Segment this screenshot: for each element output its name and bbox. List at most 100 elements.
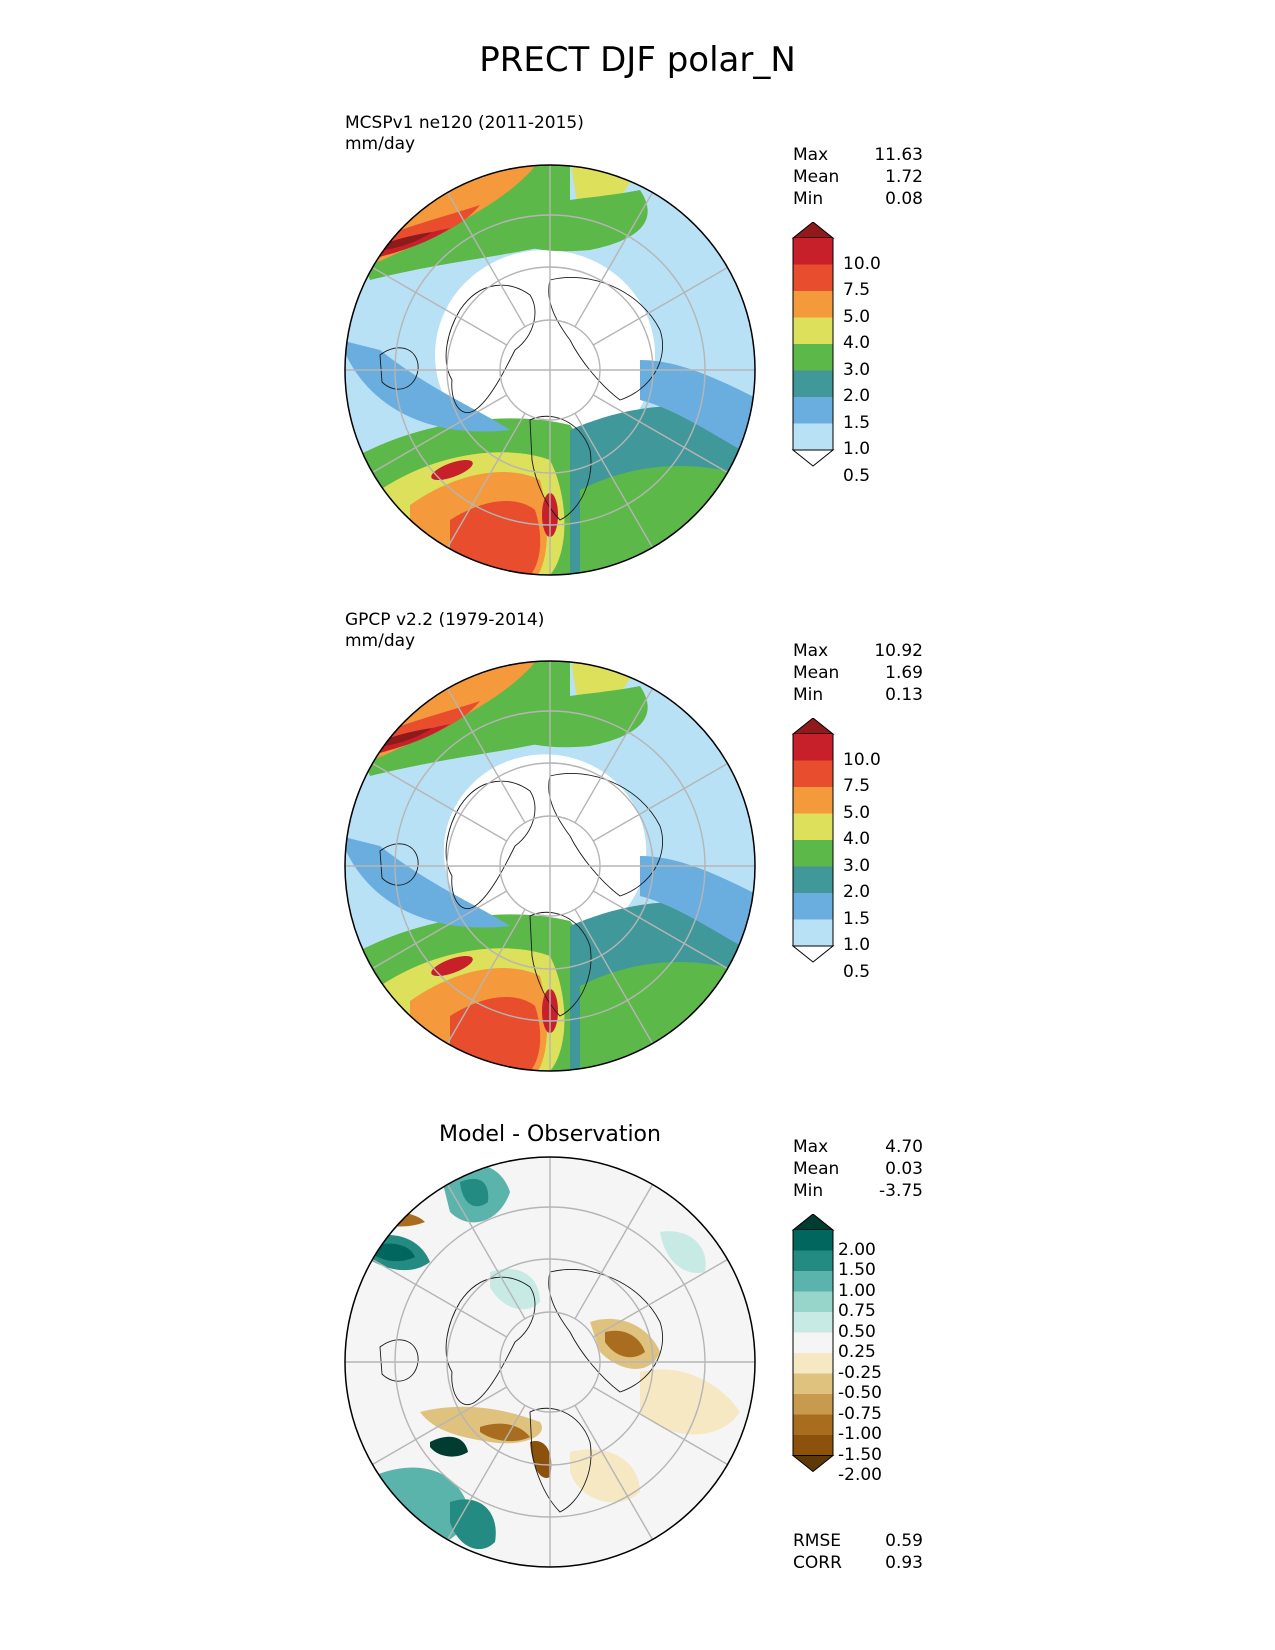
coastline: [529, 415, 592, 521]
panel-3-title: Model - Observation: [439, 1122, 661, 1147]
panel-1-subtitle: MCSPv1 ne120 (2011-2015) mm/day: [345, 113, 584, 155]
meridian-line: [446, 192, 526, 328]
precip-region: [380, 232, 432, 250]
coastline: [445, 780, 536, 909]
stat-min: Min 0.13: [793, 685, 923, 705]
map-boundary: [344, 660, 756, 1072]
precip-region: [480, 686, 648, 748]
precip-region: [605, 1330, 645, 1358]
meridian-line: [446, 688, 526, 824]
panel-3-stats: Max 4.70 Mean 0.03 Min -3.75: [793, 1136, 923, 1202]
colorbar-segment: [793, 840, 833, 867]
meridian-line: [446, 412, 526, 548]
panel-2-title: GPCP v2.2 (1979-2014): [345, 610, 545, 630]
precip-region: [640, 1369, 740, 1435]
colorbar-segment: [793, 787, 833, 814]
colorbar-segment: [793, 1414, 833, 1435]
colorbar-segment: [793, 1271, 833, 1292]
colorbar-segment: [793, 1435, 833, 1456]
meridian-line: [592, 394, 728, 474]
colorbar-tick-label: 0.75: [838, 1301, 876, 1321]
colorbar-tick-label: 7.5: [843, 776, 871, 796]
colorbar-segment: [793, 370, 833, 397]
colorbar-segment: [793, 1291, 833, 1312]
meridian-line: [372, 394, 508, 474]
colorbar-segment: [793, 1250, 833, 1271]
figure-title: PRECT DJF polar_N: [479, 40, 796, 80]
colorbar-tick-label: 7.5: [843, 280, 871, 300]
colorbar-tick-label: -1.00: [838, 1424, 882, 1444]
colorbar-tick-label: 1.0: [843, 439, 871, 459]
colorbar-segment: [793, 238, 833, 265]
colorbar-segment: [793, 866, 833, 893]
colorbar-segment: [793, 734, 833, 761]
colorbar-segment: [793, 423, 833, 450]
meridian-line: [372, 762, 508, 842]
colorbar-tick-label: 4.0: [843, 829, 871, 849]
colorbar-segment: [793, 291, 833, 318]
precip-region: [370, 1243, 415, 1262]
colorbar-tick-label: 1.0: [843, 935, 871, 955]
meridian-line: [372, 1258, 508, 1338]
coastline: [445, 1276, 536, 1405]
precip-region: [380, 728, 432, 746]
meridian-line: [574, 1404, 654, 1540]
precip-region: [450, 1499, 496, 1550]
meridian-line: [592, 1258, 728, 1338]
colorbar-segment: [793, 1332, 833, 1353]
meridian-line: [446, 908, 526, 1044]
colorbar-segment: [793, 1373, 833, 1394]
polar-map-diff: [344, 1156, 756, 1568]
meridian-line: [592, 890, 728, 970]
precip-region: [431, 460, 473, 480]
colorbar-tick-label: 2.0: [843, 386, 871, 406]
colorbar-extend-top: [791, 222, 835, 239]
colorbar-extend-top: [791, 1214, 835, 1231]
precip-region: [443, 754, 647, 948]
metric-rmse: RMSE 0.59: [793, 1531, 923, 1551]
precip-region: [345, 340, 510, 432]
meridian-line: [574, 688, 654, 824]
colorbar-tick-label: -0.50: [838, 1383, 882, 1403]
colorbar-segment: [793, 813, 833, 840]
colorbar-tick-label: 4.0: [843, 333, 871, 353]
stat-mean: Mean 0.03: [793, 1159, 923, 1179]
precip-region: [345, 836, 510, 928]
meridian-line: [372, 266, 508, 346]
colorbar-extend-bottom: [791, 1455, 835, 1473]
colorbar-segment: [793, 317, 833, 344]
panel-1-units: mm/day: [345, 134, 416, 154]
colorbar-segment: [793, 1312, 833, 1333]
colorbar-tick-label: 1.5: [843, 412, 871, 433]
colorbar-segment: [793, 264, 833, 291]
stat-max: Max 4.70: [793, 1137, 923, 1157]
precip-region: [435, 250, 655, 460]
meridian-line: [574, 192, 654, 328]
colorbar-extend-bottom: [791, 449, 835, 467]
precip-region: [580, 466, 755, 575]
coastline: [548, 1269, 664, 1393]
colorbar-tick-label: 10.0: [843, 749, 881, 770]
precip-region: [430, 1436, 468, 1457]
precip-region: [660, 1231, 706, 1273]
panel-2-stats: Max 10.92 Mean 1.69 Min 0.13: [793, 640, 923, 706]
meridian-line: [592, 1386, 728, 1466]
colorbar-segment: [793, 1353, 833, 1374]
precip-region: [480, 190, 648, 252]
precip-region: [530, 1441, 552, 1478]
meridian-line: [446, 1404, 526, 1540]
panel-1-stats: Max 11.63 Mean 1.72 Min 0.08: [793, 144, 923, 210]
meridian-line: [372, 890, 508, 970]
stat-max: Max 11.63: [793, 145, 923, 165]
colorbar-tick-label: 10.0: [843, 253, 881, 274]
colorbar-segment: [793, 1230, 833, 1251]
colorbar-tick-label: 1.00: [838, 1280, 876, 1301]
colorbar-segment: [793, 893, 833, 920]
colorbar-tick-label: 1.50: [838, 1260, 876, 1280]
colorbar-segment: [793, 344, 833, 371]
precip-region: [480, 1423, 530, 1442]
precip-region: [570, 1449, 640, 1503]
metric-corr: CORR 0.93: [793, 1553, 923, 1573]
coastline: [548, 773, 664, 897]
colorbar-tick-label: 5.0: [843, 306, 871, 327]
